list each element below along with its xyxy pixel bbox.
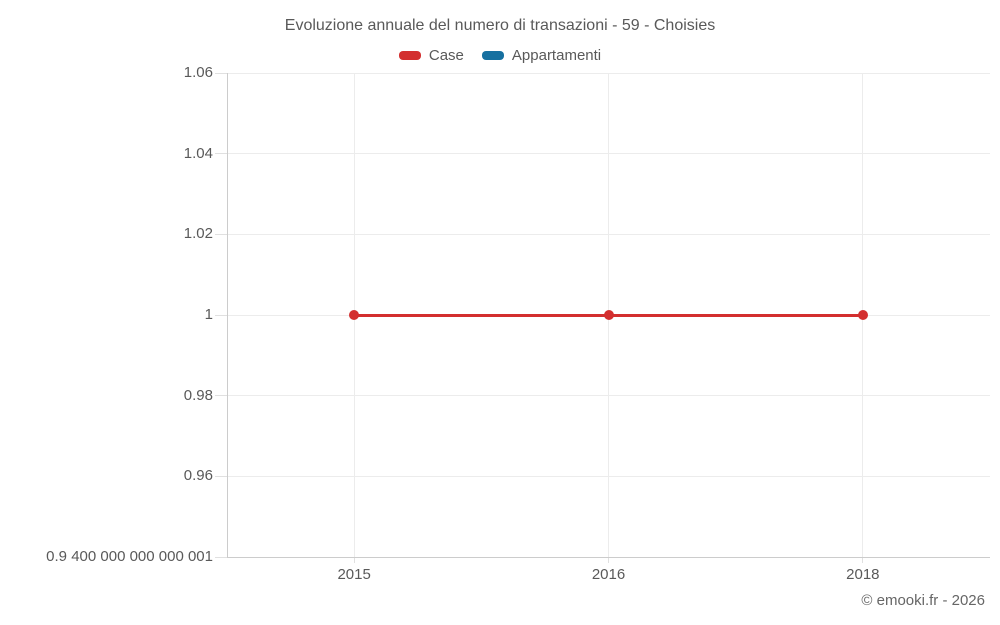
legend-item-case[interactable]: Case bbox=[398, 46, 464, 64]
copyright: © emooki.fr - 2026 bbox=[861, 592, 985, 609]
x-axis-tick bbox=[862, 557, 864, 563]
y-axis-tick bbox=[215, 314, 227, 316]
y-axis-tick bbox=[215, 72, 227, 74]
series-line-case bbox=[354, 313, 609, 317]
series-line-case bbox=[608, 313, 863, 317]
legend-item-appartamenti[interactable]: Appartamenti bbox=[481, 46, 602, 64]
legend-item-label: Appartamenti bbox=[511, 46, 602, 64]
y-axis-tick bbox=[215, 475, 227, 477]
chart-title: Evoluzione annuale del numero di transaz… bbox=[284, 17, 716, 34]
data-point-case[interactable] bbox=[857, 310, 868, 320]
y-axis-label: 0.98 bbox=[183, 386, 213, 404]
legend: Case Appartamenti bbox=[0, 45, 1000, 65]
y-axis-line bbox=[227, 73, 228, 558]
x-axis-label: 2015 bbox=[337, 566, 371, 583]
y-axis-label: 1.06 bbox=[183, 64, 213, 81]
x-axis-label: 2016 bbox=[591, 566, 626, 583]
data-point-case[interactable] bbox=[603, 310, 614, 320]
legend-swatch-icon bbox=[481, 50, 504, 60]
x-axis-tick bbox=[608, 557, 609, 563]
y-axis-label: 0.96 bbox=[183, 467, 213, 485]
x-axis-label: 2018 bbox=[846, 566, 880, 583]
data-point-case[interactable] bbox=[349, 310, 360, 320]
legend-swatch-icon bbox=[398, 50, 421, 60]
y-axis-label: 1 bbox=[204, 306, 213, 323]
y-axis-label: 1.02 bbox=[183, 225, 213, 243]
y-axis-tick bbox=[215, 556, 227, 558]
x-axis-tick bbox=[353, 557, 355, 563]
x-axis-line bbox=[227, 557, 990, 558]
y-axis-label: 1.04 bbox=[183, 144, 213, 162]
y-axis-tick bbox=[215, 153, 227, 155]
legend-item-label: Case bbox=[428, 46, 464, 64]
y-axis-tick bbox=[215, 395, 227, 397]
y-axis-tick bbox=[215, 233, 227, 235]
y-axis-label: 0.9 400 000 000 000 001 bbox=[46, 548, 213, 565]
